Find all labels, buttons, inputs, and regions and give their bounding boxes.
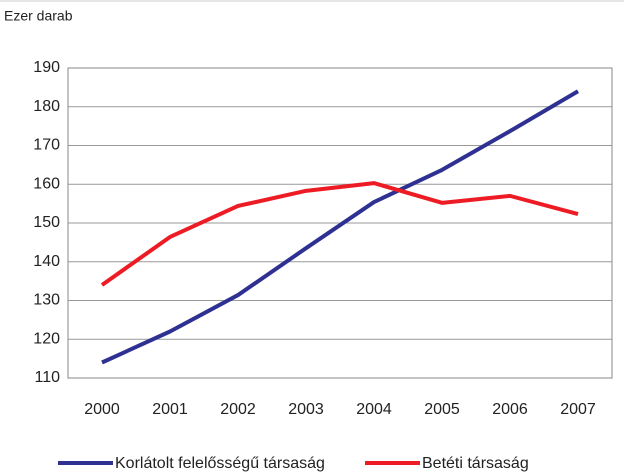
x-tick-label: 2003 bbox=[288, 401, 324, 418]
y-tick-label: 170 bbox=[33, 137, 60, 154]
x-tick-label: 2004 bbox=[356, 401, 392, 418]
x-tick-label: 2006 bbox=[492, 401, 528, 418]
x-tick-label: 2002 bbox=[220, 401, 256, 418]
x-tick-label: 2000 bbox=[84, 401, 120, 418]
legend-label: Korlátolt felelősségű társaság bbox=[115, 455, 325, 472]
y-tick-label: 140 bbox=[33, 253, 60, 270]
legend-label: Betéti társaság bbox=[422, 455, 529, 472]
x-tick-label: 2001 bbox=[152, 401, 188, 418]
y-tick-label: 160 bbox=[33, 175, 60, 192]
series-line bbox=[100, 181, 579, 287]
y-tick-label: 180 bbox=[33, 98, 60, 115]
y-axis-label: Ezer darab bbox=[4, 8, 73, 24]
y-tick-label: 190 bbox=[33, 59, 60, 76]
y-tick-label: 110 bbox=[34, 369, 60, 386]
y-tick-label: 130 bbox=[33, 292, 60, 309]
y-tick-label: 150 bbox=[33, 214, 60, 231]
x-tick-label: 2007 bbox=[560, 401, 596, 418]
x-tick-label: 2005 bbox=[424, 401, 460, 418]
series-line bbox=[101, 89, 580, 365]
y-tick-label: 120 bbox=[33, 330, 60, 347]
plot-border bbox=[67, 67, 613, 379]
